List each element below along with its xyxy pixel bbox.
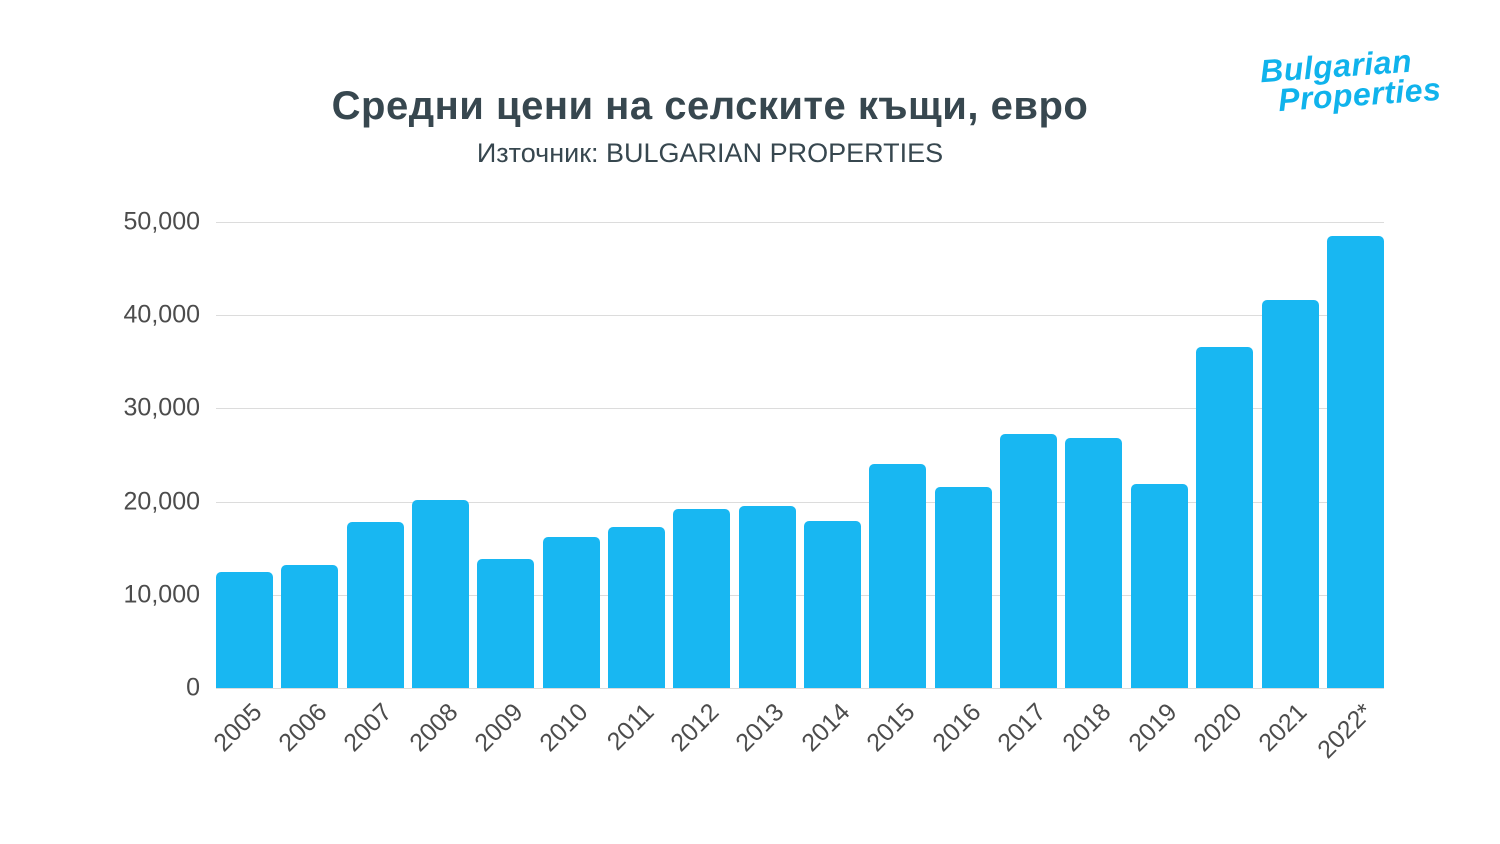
chart-title: Средни цени на селските къщи, евро bbox=[331, 84, 1089, 128]
y-tick-label: 20,000 bbox=[123, 487, 200, 516]
bar-column: 2009 bbox=[469, 222, 535, 757]
bar bbox=[1261, 300, 1319, 688]
bar bbox=[346, 522, 404, 688]
bar-column: 2016 bbox=[927, 222, 992, 757]
bar bbox=[673, 509, 731, 688]
x-tick-label: 2012 bbox=[665, 698, 725, 758]
bar-column: 2006 bbox=[273, 222, 339, 757]
y-tick-label: 10,000 bbox=[123, 580, 200, 609]
bar bbox=[281, 564, 339, 688]
x-tick-label: 2005 bbox=[208, 698, 268, 758]
x-tick-label: 2021 bbox=[1253, 698, 1313, 758]
x-tick-label: 2008 bbox=[404, 698, 464, 758]
bar bbox=[869, 464, 927, 688]
gridline bbox=[216, 408, 1384, 410]
gridline bbox=[216, 594, 1384, 596]
bar bbox=[608, 526, 666, 688]
bar bbox=[738, 506, 796, 688]
x-tick-label: 2019 bbox=[1122, 698, 1182, 758]
bar bbox=[804, 521, 862, 688]
y-axis: 0 10,000 20,000 30,000 40,000 50,000 bbox=[0, 208, 200, 702]
bar bbox=[1130, 483, 1188, 688]
gridline bbox=[216, 222, 1384, 223]
gridline bbox=[216, 315, 1384, 317]
x-tick-label: 2006 bbox=[273, 698, 333, 758]
bar-column: 2012 bbox=[665, 222, 731, 757]
bar bbox=[1065, 438, 1123, 688]
bar-column: 2015 bbox=[861, 222, 927, 757]
x-tick-label: 2010 bbox=[534, 698, 594, 758]
bar bbox=[934, 486, 992, 688]
bar-column: 2020 bbox=[1188, 222, 1254, 757]
bar-column: 2013 bbox=[731, 222, 796, 757]
bar-column: 2019 bbox=[1123, 222, 1188, 757]
x-tick-label: 2014 bbox=[796, 698, 856, 758]
x-tick-label: 2007 bbox=[338, 698, 398, 758]
bar-column: 2008 bbox=[404, 222, 470, 757]
x-tick-label: 2017 bbox=[992, 698, 1052, 758]
bar-column: 2005 bbox=[208, 222, 273, 757]
bar-column: 2007 bbox=[339, 222, 404, 757]
x-tick-label: 2022* bbox=[1311, 698, 1379, 765]
gridline bbox=[216, 501, 1384, 503]
x-tick-label: 2016 bbox=[926, 698, 986, 758]
bar bbox=[477, 559, 535, 688]
bar-column: 2011 bbox=[601, 222, 666, 756]
chart-subtitle: Източник: BULGARIAN PROPERTIES bbox=[476, 138, 944, 168]
x-tick-label: 2009 bbox=[469, 698, 529, 758]
x-tick-label: 2018 bbox=[1057, 698, 1117, 758]
plot-area: 2005 2006 2007 2008 2009 2010 2011 2012 2013 2014… bbox=[208, 222, 1384, 764]
gridline bbox=[216, 688, 1384, 689]
x-tick-label: 2015 bbox=[861, 698, 921, 758]
bar-column: 2022* bbox=[1312, 222, 1384, 764]
bar bbox=[412, 499, 470, 688]
brand-logo: Bulgarian Properties bbox=[1259, 43, 1442, 119]
y-tick-label: 40,000 bbox=[123, 300, 200, 329]
bar-column: 2014 bbox=[796, 222, 862, 757]
bar bbox=[1326, 235, 1384, 688]
y-tick-label: 50,000 bbox=[123, 207, 200, 236]
y-tick-label: 30,000 bbox=[123, 393, 200, 422]
bar bbox=[216, 571, 273, 688]
bar bbox=[1000, 433, 1058, 688]
bar-column: 2010 bbox=[535, 222, 600, 757]
bar bbox=[542, 537, 600, 688]
y-tick-label: 0 bbox=[186, 673, 200, 702]
bar bbox=[1196, 346, 1254, 688]
bar-column: 2018 bbox=[1057, 222, 1123, 757]
x-tick-label: 2011 bbox=[601, 698, 660, 756]
bar-column: 2017 bbox=[992, 222, 1058, 757]
bar-column: 2021 bbox=[1254, 222, 1319, 757]
x-tick-label: 2013 bbox=[730, 698, 790, 758]
chart-header: Средни цени на селските къщи, евро Източ… bbox=[0, 84, 1420, 169]
x-tick-label: 2020 bbox=[1188, 698, 1248, 758]
